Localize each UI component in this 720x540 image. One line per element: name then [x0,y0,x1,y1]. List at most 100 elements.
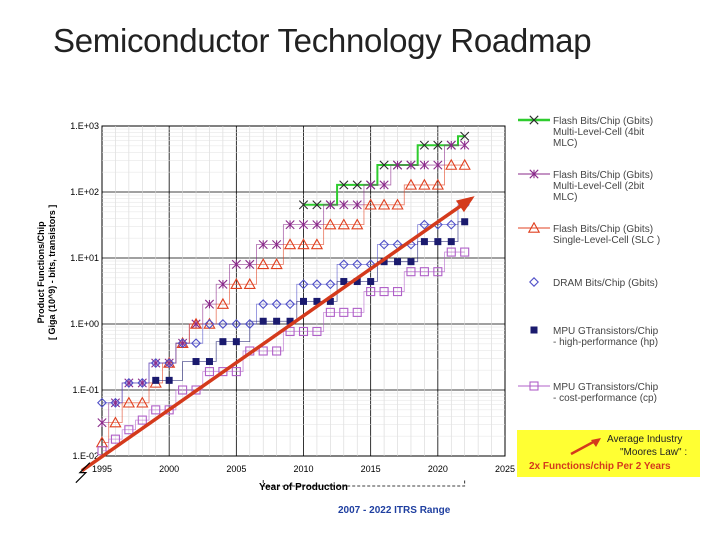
data-point-series-2 [445,158,458,170]
legend-symbol-2 [518,222,550,233]
data-point-series-1 [352,200,362,210]
data-point-series-3 [244,319,255,329]
data-point-series-0 [352,180,362,190]
data-point-series-1 [164,358,174,368]
arrow-icon [570,438,601,456]
legend-symbol-0 [518,115,550,125]
data-point-series-4 [165,376,173,384]
legend-entry-4: MPU GTransistors/Chip - high-performance … [553,326,658,348]
data-point-series-5 [339,307,349,317]
data-point-series-5 [419,267,429,277]
chart-marks [95,131,471,456]
data-point-series-3 [325,279,336,290]
legend-entry-0: Flash Bits/Chip (Gbits) Multi-Level-Cell … [553,116,653,149]
data-point-series-3 [231,319,242,329]
y-axis-label-line1: Product Functions/Chip [36,221,46,324]
data-point-series-0 [379,160,389,170]
data-point-series-1 [231,259,241,269]
data-point-series-5 [272,346,282,356]
data-point-series-1 [97,418,107,428]
data-point-series-0 [460,131,470,141]
data-point-series-1 [178,338,188,348]
data-point-series-1 [298,220,309,230]
data-point-series-1 [218,279,228,289]
x-tick-label: 2000 [159,464,179,474]
data-point-series-4 [259,317,267,325]
data-point-series-2 [109,416,122,428]
data-point-series-1 [366,180,376,190]
data-point-series-2 [351,218,364,230]
legend-entry-line: MLC) [553,138,578,149]
data-point-series-3 [298,279,309,290]
data-point-series-4 [192,358,200,366]
legend-entry-line: Multi-Level-Cell (4bit [553,127,645,138]
data-point-series-4 [152,376,160,384]
data-point-series-1 [392,160,403,170]
itrs-range-label: 2007 - 2022 ITRS Range [338,505,451,516]
data-point-series-4 [219,338,227,346]
data-point-series-2 [243,277,256,290]
data-point-series-3 [285,299,296,310]
legend-symbol-1 [518,169,550,179]
y-axis-label: Product Functions/Chip [ Giga (10^9) - b… [36,205,58,340]
legend-entry-line: MLC) [553,192,578,203]
legend-symbol-5 [518,381,550,391]
legend-marker-5 [529,381,539,391]
data-point-series-2 [230,277,243,290]
series-step-line-4 [155,221,465,381]
data-point-series-4 [380,258,388,266]
data-point-series-5 [406,267,416,277]
legend-marker-2 [527,222,541,233]
data-point-series-2 [283,238,297,250]
data-point-series-1 [419,160,429,170]
data-point-series-4 [205,358,213,366]
y-tick-label: 1.E+02 [70,187,99,197]
legend-marker-3 [529,277,539,287]
data-point-series-4 [434,238,442,246]
data-point-series-4 [367,278,375,286]
data-point-series-0 [433,140,443,150]
data-point-series-1 [258,239,268,250]
note-line-3: 2x Functions/chip Per 2 Years [529,461,671,472]
data-point-series-3 [446,219,457,230]
data-point-series-3 [419,219,430,230]
data-point-series-1 [312,220,322,230]
x-tick-label: 1995 [92,464,112,474]
legend-entry-line: Flash Bits/Chip (Gbits) [553,116,654,127]
data-point-series-5 [433,267,443,277]
data-point-series-1 [191,319,201,329]
y-tick-label: 1.E+03 [70,121,99,131]
legend-entry-1: Flash Bits/Chip (Gbits) Multi-Level-Cell … [553,170,653,203]
x-tick-label: 2020 [428,464,448,474]
chart-grid [101,125,506,457]
y-tick-label: 1.E-01 [72,385,99,395]
data-point-series-4 [461,218,469,226]
data-point-series-3 [177,338,188,349]
y-tick-label: 1.E+00 [70,319,99,329]
data-point-series-3 [191,338,202,349]
data-point-series-0 [298,200,309,210]
data-point-series-3 [271,299,282,310]
data-point-series-4 [447,238,455,246]
data-point-series-2 [189,317,203,329]
trend-arrowhead [455,196,475,213]
data-point-series-2 [404,178,418,190]
data-point-series-5 [325,307,335,317]
data-point-series-1 [110,398,121,408]
data-point-series-0 [339,180,349,190]
data-point-series-1 [137,378,147,388]
data-point-series-3 [217,319,228,329]
data-point-series-2 [122,396,135,408]
y-axis-label-line2: [ Giga (10^9) - bits, transistors ] [47,204,57,340]
data-point-series-3 [97,397,107,408]
data-point-series-0 [312,200,322,210]
data-point-series-2 [270,258,283,270]
legend-entry-line: Flash Bits/Chip (Gbits) [553,224,654,235]
data-point-series-2 [297,238,310,250]
legend-entry-line: MPU GTransistors/Chip [553,382,659,393]
data-point-series-4 [232,338,240,346]
data-point-series-1 [151,358,161,368]
x-axis-label: Year of Production [259,482,348,493]
data-point-series-1 [204,299,215,309]
